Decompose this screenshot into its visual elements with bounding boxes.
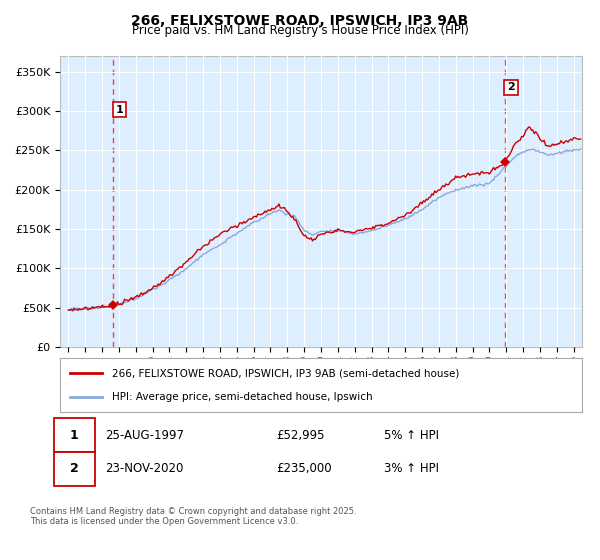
Text: 1: 1 (70, 428, 79, 442)
Text: 2: 2 (70, 462, 79, 475)
Text: HPI: Average price, semi-detached house, Ipswich: HPI: Average price, semi-detached house,… (112, 391, 373, 402)
Text: £52,995: £52,995 (276, 428, 325, 442)
Text: Contains HM Land Registry data © Crown copyright and database right 2025.
This d: Contains HM Land Registry data © Crown c… (30, 507, 356, 526)
Text: 25-AUG-1997: 25-AUG-1997 (105, 428, 184, 442)
Text: £235,000: £235,000 (276, 462, 332, 475)
Text: 2: 2 (507, 82, 515, 92)
Text: 266, FELIXSTOWE ROAD, IPSWICH, IP3 9AB (semi-detached house): 266, FELIXSTOWE ROAD, IPSWICH, IP3 9AB (… (112, 368, 460, 379)
Text: 23-NOV-2020: 23-NOV-2020 (105, 462, 184, 475)
Text: 3% ↑ HPI: 3% ↑ HPI (384, 462, 439, 475)
Text: 1: 1 (116, 105, 124, 114)
Text: Price paid vs. HM Land Registry's House Price Index (HPI): Price paid vs. HM Land Registry's House … (131, 24, 469, 37)
Text: 266, FELIXSTOWE ROAD, IPSWICH, IP3 9AB: 266, FELIXSTOWE ROAD, IPSWICH, IP3 9AB (131, 14, 469, 28)
Text: 5% ↑ HPI: 5% ↑ HPI (384, 428, 439, 442)
